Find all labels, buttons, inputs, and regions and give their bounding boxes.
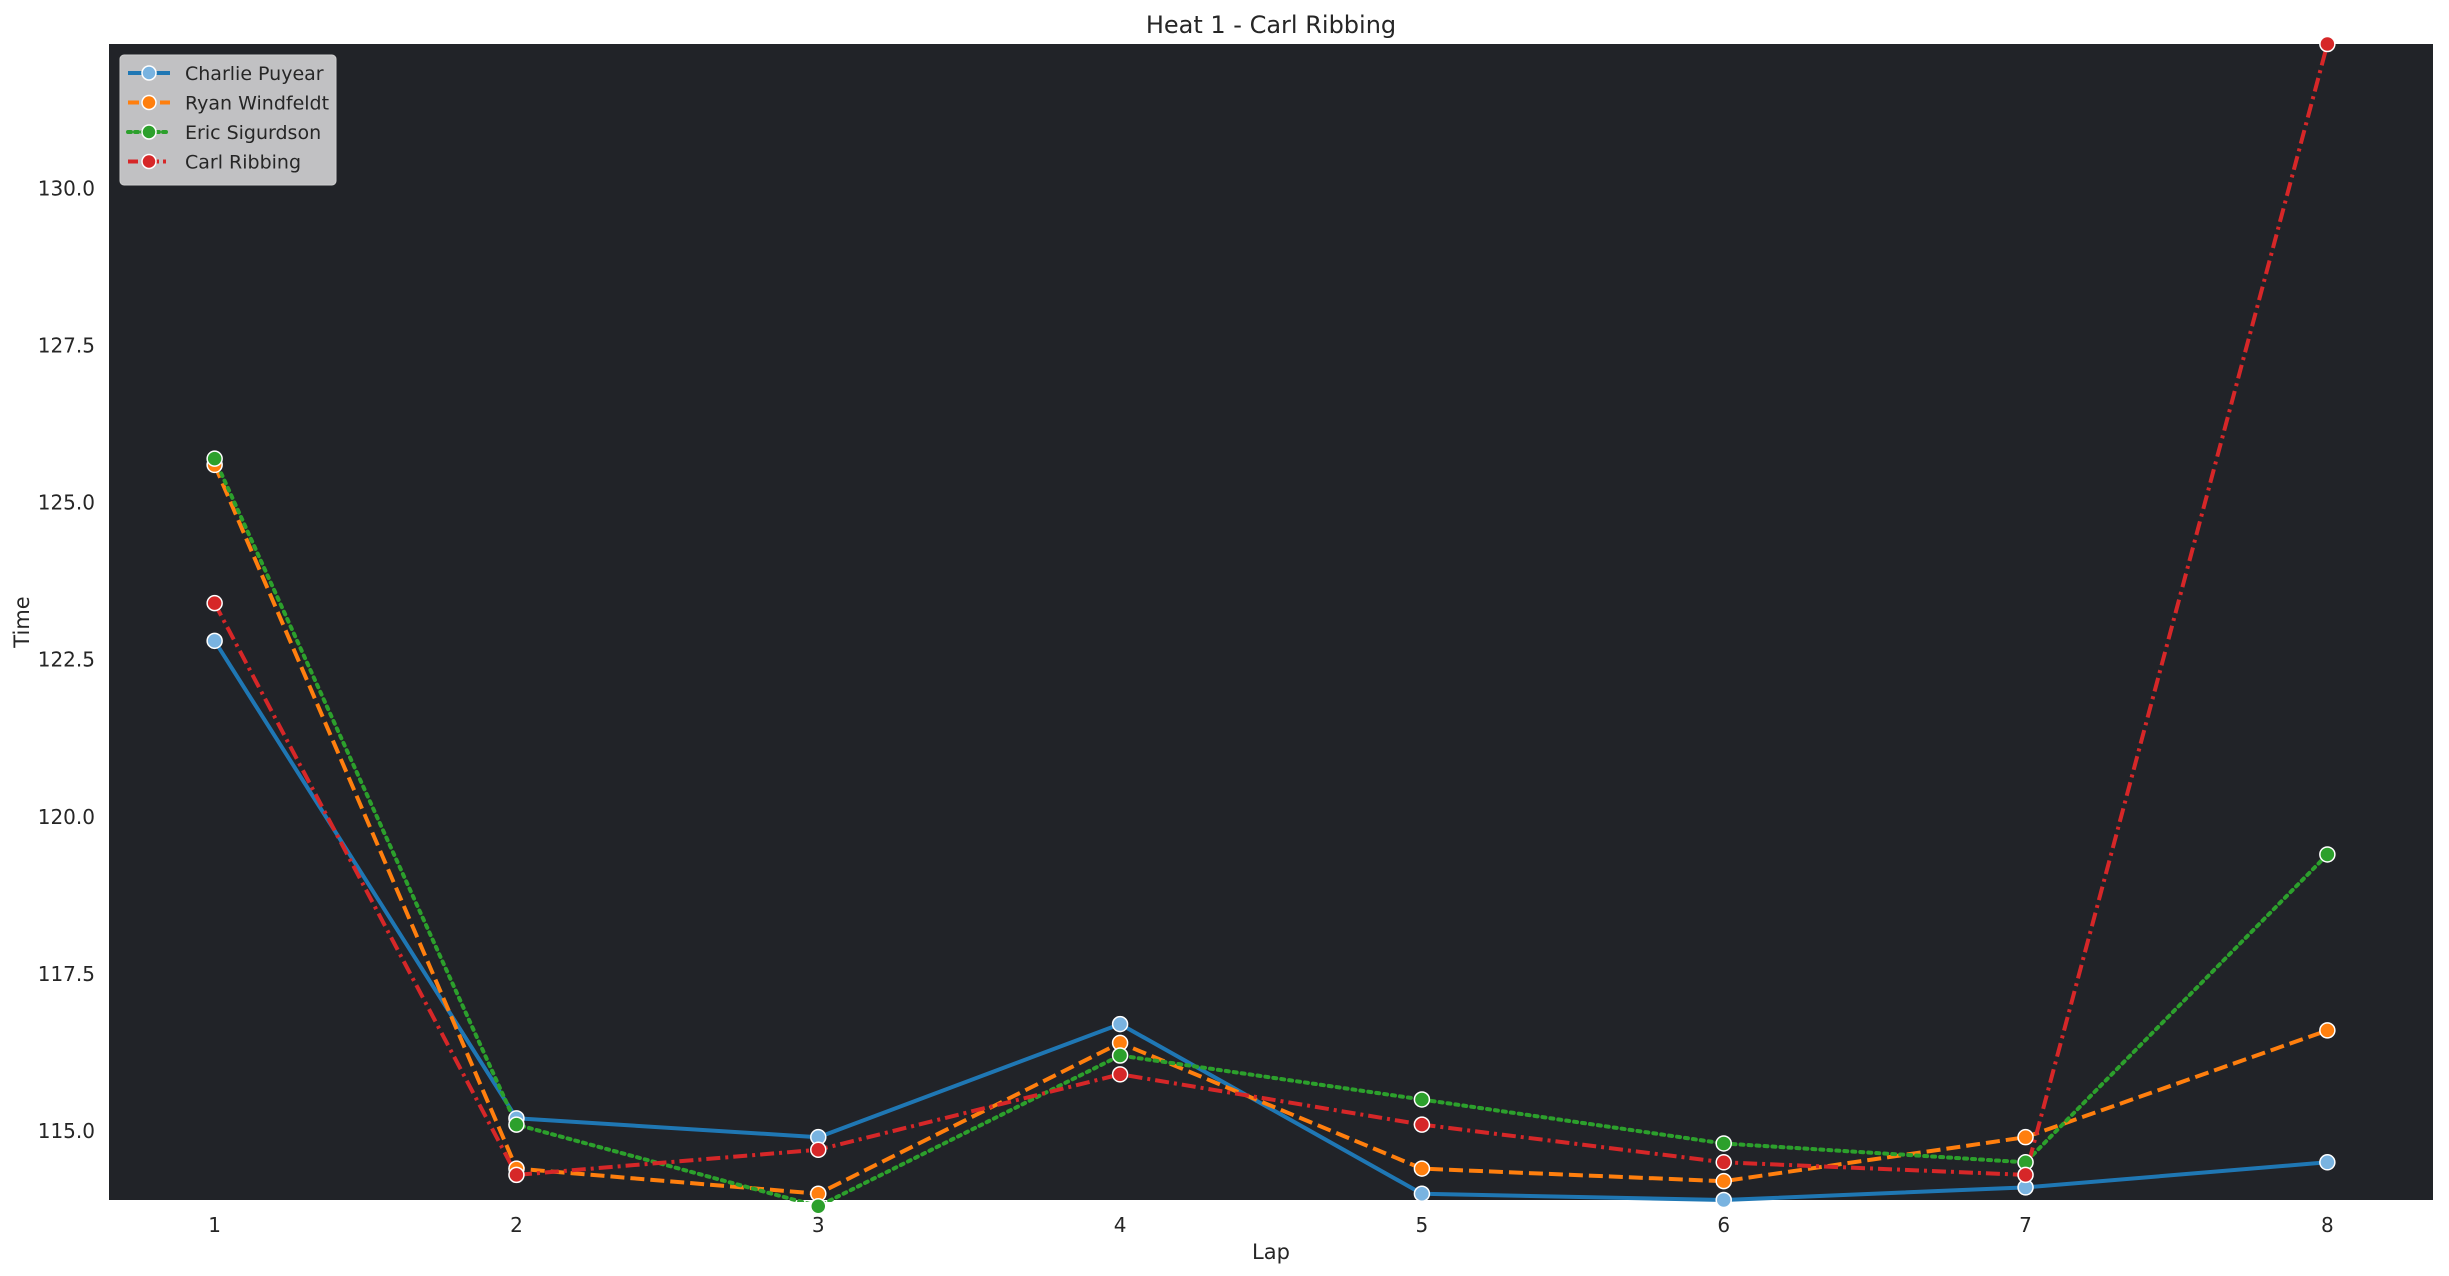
data-point: [1715, 1154, 1732, 1171]
y-axis-ticks: 115.0 117.5 120.0 122.5 125.0 127.5 130.0: [38, 177, 95, 1143]
y-tick-label: 117.5: [38, 962, 95, 986]
data-point: [1413, 1091, 1431, 1108]
x-axis-label: Lap: [1252, 1240, 1290, 1264]
legend-marker: [141, 94, 157, 111]
data-point: [206, 594, 223, 612]
legend: Charlie Puyear Ryan Windfeldt Eric Sigurds…: [119, 54, 337, 186]
y-tick-label: 130.0: [38, 177, 95, 201]
data-point: [508, 1116, 525, 1133]
data-point: [1413, 1160, 1431, 1177]
data-point: [1111, 1066, 1129, 1083]
data-point: [810, 1141, 827, 1158]
x-tick-label: 6: [1717, 1213, 1730, 1237]
data-point: [810, 1198, 827, 1215]
x-tick-label: 7: [2019, 1213, 2032, 1237]
data-point: [2017, 1166, 2034, 1184]
series-line-4: [212, 43, 2330, 1177]
series-line-2: [212, 464, 2329, 1196]
data-point: [1111, 1015, 1129, 1033]
legend-entry: Carl Ribbing: [128, 152, 301, 174]
data-point: [1111, 1047, 1129, 1064]
x-tick-label: 1: [208, 1213, 221, 1237]
plot-area: [109, 44, 2433, 1200]
x-tick-label: 2: [510, 1213, 523, 1237]
legend-marker: [141, 124, 157, 140]
data-point: [1413, 1116, 1431, 1133]
data-point: [206, 632, 223, 650]
y-tick-label: 127.5: [38, 334, 95, 358]
data-point: [2319, 1022, 2336, 1039]
chart-title: Heat 1 - Carl Ribbing: [1146, 11, 1396, 39]
legend-box: [119, 54, 337, 186]
legend-entry: Charlie Puyear: [128, 63, 324, 85]
legend-marker: [141, 65, 157, 81]
y-tick-label: 125.0: [38, 491, 95, 515]
y-tick-label: 115.0: [38, 1119, 95, 1143]
series-layer: [212, 43, 2330, 1202]
y-axis-label: Time: [10, 596, 34, 648]
data-point: [508, 1166, 525, 1184]
marker-layer: [206, 35, 2336, 1215]
data-point: [1715, 1191, 1732, 1209]
data-point: [1413, 1185, 1431, 1202]
legend-entry: Ryan Windfeldt: [128, 93, 329, 115]
legend-marker: [141, 153, 157, 170]
x-axis-ticks: 1 2 3 4 5 6 7 8: [208, 1213, 2333, 1237]
x-tick-label: 5: [1416, 1213, 1429, 1237]
x-tick-label: 4: [1114, 1213, 1127, 1237]
data-point: [1715, 1172, 1732, 1190]
data-point: [2319, 35, 2336, 53]
x-tick-label: 3: [812, 1213, 825, 1237]
legend-label: Charlie Puyear: [185, 63, 324, 85]
data-point: [206, 450, 223, 467]
legend-label: Carl Ribbing: [185, 152, 301, 174]
data-point: [1715, 1135, 1732, 1152]
series-line-3: [212, 456, 2330, 1202]
legend-entry: Eric Sigurdson: [126, 122, 321, 144]
data-point: [2017, 1128, 2034, 1146]
legend-label: Eric Sigurdson: [185, 122, 321, 144]
data-point: [2319, 846, 2336, 863]
x-tick-label: 8: [2321, 1213, 2334, 1237]
y-tick-label: 120.0: [38, 805, 95, 829]
series-line-1: [212, 639, 2328, 1202]
y-tick-label: 122.5: [38, 648, 95, 672]
data-point: [2319, 1154, 2336, 1171]
legend-label: Ryan Windfeldt: [185, 93, 329, 115]
